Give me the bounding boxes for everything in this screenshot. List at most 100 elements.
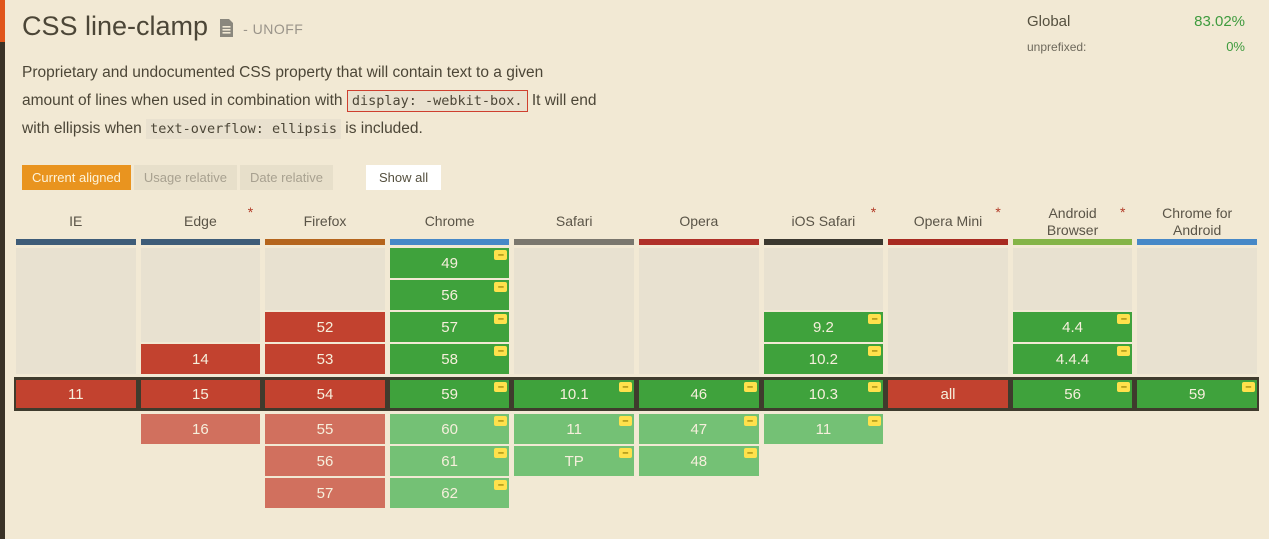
- note-asterisk: *: [247, 204, 254, 220]
- prefix-note-badge-icon[interactable]: –: [494, 448, 508, 459]
- future-versions-section: 16 55 56 57 60 – 61 – 62 – 11 – TP – 47 – 48 – 11 –: [16, 414, 1257, 508]
- browser-name: Firefox: [303, 213, 347, 230]
- prefix-note-badge-icon[interactable]: –: [494, 282, 508, 293]
- inline-code-text-overflow: text-overflow: ellipsis: [146, 119, 341, 139]
- version-label: 52: [316, 318, 334, 336]
- support-cell-edge-14[interactable]: 14: [140, 344, 261, 374]
- support-cell-edge-16[interactable]: 16: [140, 414, 261, 444]
- support-cell-ie-11[interactable]: 11: [16, 380, 136, 408]
- global-usage-value: 83.02%: [1194, 13, 1245, 30]
- support-cell-firefox-53[interactable]: 53: [265, 344, 385, 374]
- support-cell-chrome-56[interactable]: 56 –: [389, 280, 510, 310]
- prefix-note-badge-icon[interactable]: –: [743, 382, 757, 393]
- column-ie-future: [16, 414, 136, 508]
- prefix-note-badge-icon[interactable]: –: [868, 416, 882, 427]
- no-data-block: [140, 248, 261, 342]
- prefix-note-badge-icon[interactable]: –: [494, 382, 508, 393]
- support-cell-android-browser-56[interactable]: 56 –: [1012, 380, 1133, 408]
- prefix-note-badge-icon[interactable]: –: [494, 416, 508, 427]
- support-cell-safari-10-1[interactable]: 10.1 –: [514, 380, 634, 408]
- version-label: 48: [690, 452, 708, 470]
- support-cell-firefox-52[interactable]: 52: [265, 312, 385, 342]
- support-cell-ios-safari-9-2[interactable]: 9.2 –: [763, 312, 884, 342]
- tab-current-aligned[interactable]: Current aligned: [22, 165, 131, 190]
- tab-usage-relative[interactable]: Usage relative: [133, 165, 237, 190]
- support-cell-chrome-58[interactable]: 58 –: [389, 344, 510, 374]
- column-firefox-past: 52 53: [265, 248, 385, 374]
- support-cell-firefox-57[interactable]: 57: [265, 478, 385, 508]
- column-opera-mini-past: [888, 248, 1008, 374]
- support-cell-ios-safari-10-2[interactable]: 10.2 –: [763, 344, 884, 374]
- support-cell-chrome-61[interactable]: 61 –: [389, 446, 510, 476]
- prefix-note-badge-icon[interactable]: –: [618, 416, 632, 427]
- prefix-note-badge-icon[interactable]: –: [1117, 382, 1131, 393]
- global-usage-label: Global: [1027, 13, 1071, 30]
- prefix-note-badge-icon[interactable]: –: [1241, 382, 1255, 393]
- browser-color-bar: [140, 239, 261, 245]
- column-chrome-for-android-future: [1137, 414, 1257, 508]
- version-label: 54: [316, 385, 334, 403]
- note-asterisk: *: [1119, 204, 1126, 220]
- view-tabs: Current aligned Usage relative Date rela…: [22, 165, 1269, 190]
- prefix-note-badge-icon[interactable]: –: [743, 416, 757, 427]
- support-cell-chrome-for-android-59[interactable]: 59 –: [1137, 380, 1257, 408]
- no-data-block: [638, 248, 759, 374]
- support-cell-chrome-62[interactable]: 62 –: [389, 478, 510, 508]
- tab-date-relative[interactable]: Date relative: [240, 165, 333, 190]
- support-cell-firefox-56[interactable]: 56: [265, 446, 385, 476]
- global-usage-row: Global 83.02%: [1027, 13, 1245, 30]
- prefix-note-badge-icon[interactable]: –: [868, 382, 882, 393]
- note-asterisk: *: [995, 204, 1001, 220]
- support-cell-ios-safari-10-3[interactable]: 10.3 –: [763, 380, 884, 408]
- version-label: 16: [192, 420, 209, 438]
- version-label: 62: [441, 484, 458, 502]
- prefix-note-badge-icon[interactable]: –: [1117, 314, 1131, 325]
- support-cell-chrome-57[interactable]: 57 –: [389, 312, 510, 342]
- prefix-note-badge-icon[interactable]: –: [494, 314, 508, 325]
- unprefixed-usage-row: unprefixed: 0%: [1027, 39, 1245, 54]
- version-label: 4.4: [1062, 318, 1084, 336]
- version-label: 49: [441, 254, 458, 272]
- support-cell-chrome-59[interactable]: 59 –: [389, 380, 510, 408]
- version-label: 11: [815, 420, 832, 438]
- prefix-note-badge-icon[interactable]: –: [618, 448, 632, 459]
- version-label: 57: [441, 318, 458, 336]
- no-data-block: [1012, 248, 1133, 310]
- prefix-note-badge-icon[interactable]: –: [1117, 346, 1131, 357]
- prefix-note-badge-icon[interactable]: –: [494, 480, 508, 491]
- prefix-note-badge-icon[interactable]: –: [618, 382, 632, 393]
- prefix-note-badge-icon[interactable]: –: [494, 346, 508, 357]
- browser-color-bar: [389, 239, 510, 245]
- prefix-note-badge-icon[interactable]: –: [743, 448, 757, 459]
- browser-name: Android Browser: [1046, 205, 1099, 238]
- support-cell-android-browser-4-4-4[interactable]: 4.4.4 –: [1012, 344, 1133, 374]
- show-all-button[interactable]: Show all: [365, 165, 442, 190]
- support-cell-safari-11[interactable]: 11 –: [514, 414, 634, 444]
- no-data-block: [763, 248, 884, 310]
- prefix-note-badge-icon[interactable]: –: [494, 250, 508, 261]
- support-cell-opera-47[interactable]: 47 –: [638, 414, 759, 444]
- support-cell-firefox-55[interactable]: 55: [265, 414, 385, 444]
- support-cell-opera-mini-all[interactable]: all: [888, 380, 1008, 408]
- column-edge-past: 14: [140, 248, 261, 374]
- support-cell-edge-15[interactable]: 15: [140, 380, 261, 408]
- support-cell-chrome-49[interactable]: 49 –: [389, 248, 510, 278]
- browser-name: Safari: [555, 213, 593, 230]
- support-cell-ios-safari-11[interactable]: 11 –: [763, 414, 884, 444]
- support-cell-chrome-60[interactable]: 60 –: [389, 414, 510, 444]
- browser-name: IE: [69, 213, 83, 230]
- support-cell-firefox-54[interactable]: 54: [265, 380, 385, 408]
- prefix-note-badge-icon[interactable]: –: [868, 314, 882, 325]
- support-cell-safari-tp[interactable]: TP –: [514, 446, 634, 476]
- browser-color-bar: [638, 239, 759, 245]
- spec-document-icon[interactable]: [219, 18, 234, 37]
- support-cell-opera-46[interactable]: 46 –: [638, 380, 759, 408]
- support-cell-android-browser-4-4[interactable]: 4.4 –: [1012, 312, 1133, 342]
- browser-column-header-chrome: Chrome: [389, 203, 510, 245]
- prefix-note-badge-icon[interactable]: –: [868, 346, 882, 357]
- version-label: 10.1: [559, 385, 589, 403]
- support-cell-opera-48[interactable]: 48 –: [638, 446, 759, 476]
- column-opera-past: [638, 248, 759, 374]
- feature-title: CSS line-clamp: [22, 11, 209, 41]
